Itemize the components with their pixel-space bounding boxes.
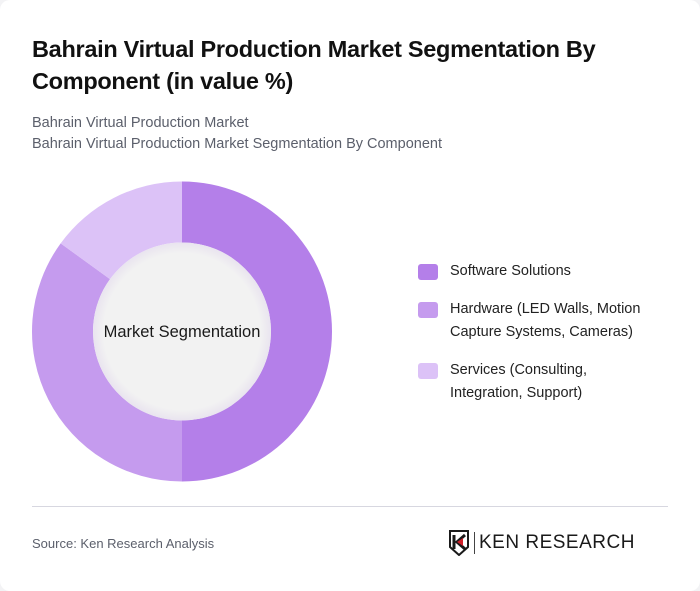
donut-hole	[93, 242, 271, 421]
donut-chart	[31, 181, 332, 482]
donut-segment-3[interactable]	[60, 181, 183, 280]
donut-center-label: Market Segmentation	[103, 323, 261, 341]
legend-label: Software Solutions	[450, 263, 571, 279]
ken-research-logo: KEN RESEARCH	[448, 530, 635, 556]
ken-research-shield-icon	[449, 530, 469, 556]
legend-swatch-icon	[418, 363, 438, 379]
legend-swatch-icon	[418, 264, 438, 280]
legend-label: Services (Consulting, Integration, Suppo…	[450, 362, 587, 401]
chart-subtitle: Bahrain Virtual Production Market Bahrai…	[32, 113, 672, 155]
logo-separator	[474, 532, 475, 554]
donut-segment-1[interactable]	[182, 181, 332, 482]
footer-divider	[32, 506, 668, 507]
legend-item[interactable]: Hardware (LED Walls, Motion Capture Syst…	[418, 298, 688, 344]
legend-item[interactable]: Services (Consulting, Integration, Suppo…	[418, 359, 688, 405]
legend-item[interactable]: Software Solutions	[418, 260, 688, 283]
legend-label: Hardware (LED Walls, Motion Capture Syst…	[450, 301, 641, 340]
subtitle-line-1: Bahrain Virtual Production Market	[32, 115, 249, 131]
chart-area: Market Segmentation Software Solutions Ha…	[0, 170, 700, 500]
logo-text: KEN RESEARCH	[479, 532, 635, 553]
source-note: Source: Ken Research Analysis	[32, 536, 215, 551]
donut-segment-2[interactable]	[31, 243, 182, 482]
chart-legend: Software Solutions Hardware (LED Walls, M…	[418, 260, 688, 420]
chart-title: Bahrain Virtual Production Market Segmen…	[32, 36, 596, 94]
legend-swatch-icon	[418, 302, 438, 318]
subtitle-line-2: Bahrain Virtual Production Market Segmen…	[32, 136, 442, 152]
